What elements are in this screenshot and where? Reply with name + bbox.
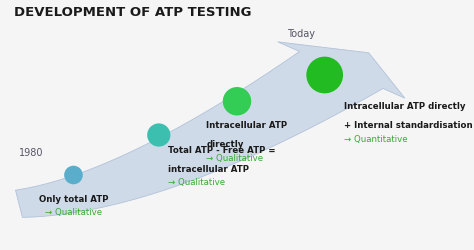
Text: directly: directly: [206, 140, 244, 149]
Text: Only total ATP: Only total ATP: [39, 195, 108, 204]
Polygon shape: [16, 42, 405, 218]
Point: [321, 73, 328, 77]
Text: → Quantitative: → Quantitative: [344, 135, 407, 144]
Text: Today: Today: [287, 29, 315, 39]
Text: Intracellular ATP directly: Intracellular ATP directly: [344, 102, 465, 111]
Text: 1980: 1980: [18, 148, 43, 158]
Text: → Qualitative: → Qualitative: [206, 154, 264, 162]
Text: → Qualitative: → Qualitative: [168, 178, 226, 188]
Point: [233, 99, 241, 103]
Text: → Qualitative: → Qualitative: [45, 208, 102, 218]
Text: + Internal standardisation: + Internal standardisation: [344, 121, 472, 130]
Text: DEVELOPMENT OF ATP TESTING: DEVELOPMENT OF ATP TESTING: [14, 6, 252, 19]
Text: Total ATP - Free ATP =: Total ATP - Free ATP =: [168, 146, 276, 155]
Point: [70, 173, 77, 177]
Text: Intracellular ATP: Intracellular ATP: [206, 121, 287, 130]
Text: intracellular ATP: intracellular ATP: [168, 165, 249, 174]
Point: [155, 133, 163, 137]
